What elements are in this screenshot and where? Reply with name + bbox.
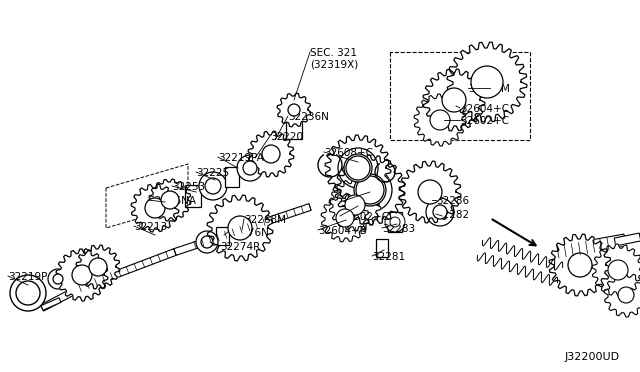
Polygon shape <box>131 184 179 232</box>
Circle shape <box>228 216 252 240</box>
FancyBboxPatch shape <box>225 167 239 187</box>
Circle shape <box>390 217 400 227</box>
Polygon shape <box>79 249 176 291</box>
Polygon shape <box>174 204 311 255</box>
Polygon shape <box>557 234 626 258</box>
Circle shape <box>618 287 634 303</box>
Text: 32268M: 32268M <box>244 215 286 225</box>
Circle shape <box>48 269 68 289</box>
Text: 32282: 32282 <box>436 210 469 220</box>
Circle shape <box>237 155 263 181</box>
Circle shape <box>430 110 450 130</box>
Polygon shape <box>329 179 381 231</box>
Text: 32225: 32225 <box>196 168 229 178</box>
Circle shape <box>201 236 213 248</box>
Text: SEC. 321
(32319X): SEC. 321 (32319X) <box>310 48 358 70</box>
Text: 32602+C: 32602+C <box>460 116 509 126</box>
Text: 32604+C: 32604+C <box>460 104 509 114</box>
Text: 32276NA: 32276NA <box>148 196 196 206</box>
Circle shape <box>89 258 107 276</box>
Circle shape <box>205 178 221 194</box>
Circle shape <box>608 260 628 280</box>
Circle shape <box>10 275 46 311</box>
Circle shape <box>161 191 179 209</box>
Polygon shape <box>614 233 640 246</box>
Circle shape <box>385 212 405 232</box>
Circle shape <box>346 156 370 180</box>
Text: 32608+C: 32608+C <box>324 148 373 158</box>
FancyBboxPatch shape <box>388 212 402 232</box>
Circle shape <box>16 281 40 305</box>
Circle shape <box>568 253 592 277</box>
Circle shape <box>426 198 454 226</box>
Text: 32610N: 32610N <box>340 198 381 208</box>
Circle shape <box>72 265 92 285</box>
Circle shape <box>196 231 218 253</box>
Text: 32286: 32286 <box>436 196 469 206</box>
Polygon shape <box>414 94 466 146</box>
Polygon shape <box>335 155 405 225</box>
Circle shape <box>344 154 372 182</box>
Polygon shape <box>248 131 294 177</box>
Polygon shape <box>149 179 191 221</box>
FancyBboxPatch shape <box>185 185 201 207</box>
Text: 32604+B: 32604+B <box>318 226 367 236</box>
Polygon shape <box>592 244 640 296</box>
Polygon shape <box>277 93 311 127</box>
Text: 32219PA: 32219PA <box>218 153 264 163</box>
Circle shape <box>338 148 378 188</box>
Circle shape <box>442 88 466 112</box>
Polygon shape <box>321 194 369 242</box>
Circle shape <box>354 174 386 206</box>
Polygon shape <box>41 298 61 310</box>
Polygon shape <box>76 245 120 289</box>
Circle shape <box>199 172 227 200</box>
Circle shape <box>336 209 354 227</box>
Text: 32220: 32220 <box>270 132 303 142</box>
Polygon shape <box>549 234 611 296</box>
Circle shape <box>288 104 300 116</box>
Text: J32200UD: J32200UD <box>565 352 620 362</box>
Text: 32276N: 32276N <box>228 228 269 238</box>
FancyBboxPatch shape <box>286 121 302 139</box>
Text: 32253P: 32253P <box>172 182 211 192</box>
Text: 32270M: 32270M <box>468 84 510 94</box>
Text: 32213: 32213 <box>134 222 167 232</box>
Circle shape <box>348 168 392 212</box>
Polygon shape <box>56 249 108 301</box>
Polygon shape <box>423 69 485 131</box>
Text: 32219P: 32219P <box>8 272 47 282</box>
Polygon shape <box>325 135 391 201</box>
FancyBboxPatch shape <box>376 239 388 257</box>
Circle shape <box>345 195 365 215</box>
FancyBboxPatch shape <box>216 227 228 245</box>
Polygon shape <box>604 273 640 317</box>
Text: 32283: 32283 <box>382 224 415 234</box>
Circle shape <box>53 274 63 284</box>
Polygon shape <box>447 42 527 122</box>
Text: 32236N: 32236N <box>288 112 329 122</box>
Circle shape <box>356 176 384 204</box>
Circle shape <box>262 145 280 163</box>
Circle shape <box>243 161 257 175</box>
Circle shape <box>471 66 503 98</box>
Circle shape <box>418 180 442 204</box>
Text: 32274R: 32274R <box>220 242 260 252</box>
Polygon shape <box>40 285 82 311</box>
Text: 32602+C: 32602+C <box>340 212 389 222</box>
Polygon shape <box>207 195 273 261</box>
Circle shape <box>145 198 165 218</box>
Circle shape <box>433 205 447 219</box>
Text: 32281: 32281 <box>372 252 405 262</box>
Polygon shape <box>399 161 461 223</box>
